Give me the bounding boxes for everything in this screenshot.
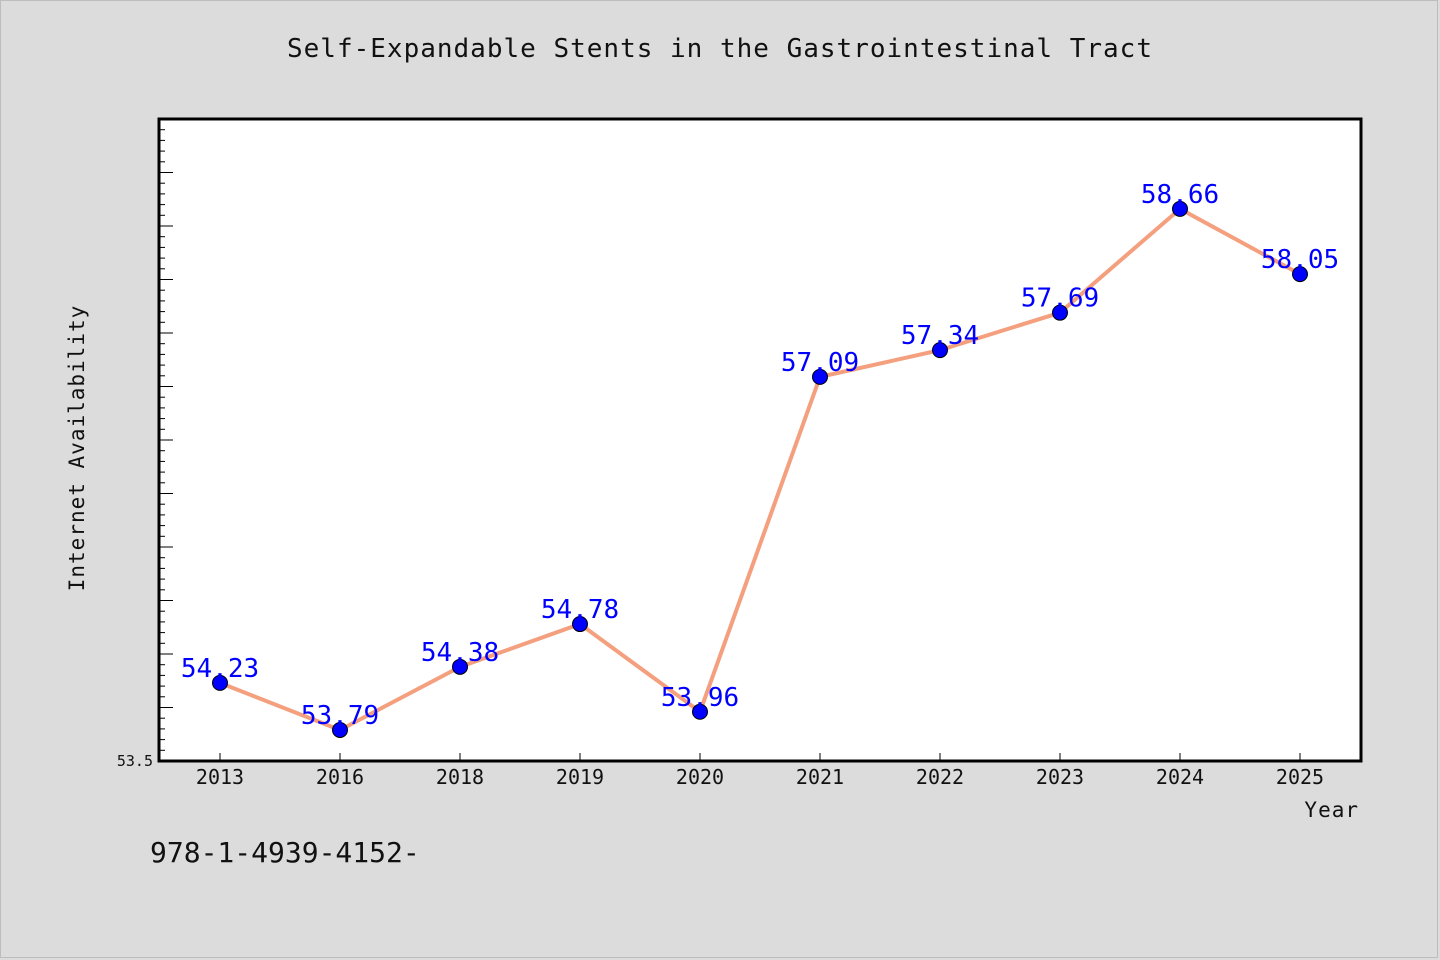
data-point — [932, 342, 948, 359]
x-tick-label: 2023 — [1036, 765, 1084, 789]
data-label: 57.09 — [781, 348, 859, 378]
data-label: 53.96 — [661, 683, 739, 713]
data-point — [572, 616, 588, 633]
x-tick-label: 2016 — [316, 765, 364, 789]
data-label: 53.79 — [301, 701, 379, 731]
data-point — [1292, 266, 1308, 283]
data-point — [452, 658, 468, 675]
x-tick-label: 2018 — [436, 765, 484, 789]
plot-border — [157, 117, 1363, 763]
data-label: 58.66 — [1141, 180, 1219, 210]
x-tick-label: 2024 — [1156, 765, 1204, 789]
data-point — [812, 368, 828, 385]
data-point — [692, 703, 708, 720]
data-point — [1172, 200, 1188, 217]
x-axis-label: Year — [1304, 798, 1359, 822]
x-tick-label: 2020 — [676, 765, 724, 789]
data-point — [332, 721, 348, 738]
x-tick-label: 2025 — [1276, 765, 1324, 789]
y-tick-label: 53.5 — [117, 752, 153, 770]
x-tick-label: 2022 — [916, 765, 964, 789]
data-label: 54.38 — [421, 638, 499, 668]
chart-title: Self-Expandable Stents in the Gastrointe… — [287, 34, 1153, 64]
data-label: 58.05 — [1261, 245, 1339, 275]
data-label: 57.34 — [901, 321, 979, 351]
series-line — [219, 206, 1301, 732]
x-tick-label: 2021 — [796, 765, 844, 789]
data-point — [212, 674, 228, 691]
x-tick-label: 2019 — [556, 765, 604, 789]
data-label: 54.78 — [541, 595, 619, 625]
data-point — [1052, 304, 1068, 321]
figure-caption: 978-1-4939-4152- — [150, 836, 420, 869]
x-tick-label: 2013 — [196, 765, 244, 789]
data-label: 57.69 — [1021, 284, 1099, 314]
y-axis-label: Internet Availability — [65, 305, 89, 592]
data-label: 54.23 — [181, 654, 259, 684]
